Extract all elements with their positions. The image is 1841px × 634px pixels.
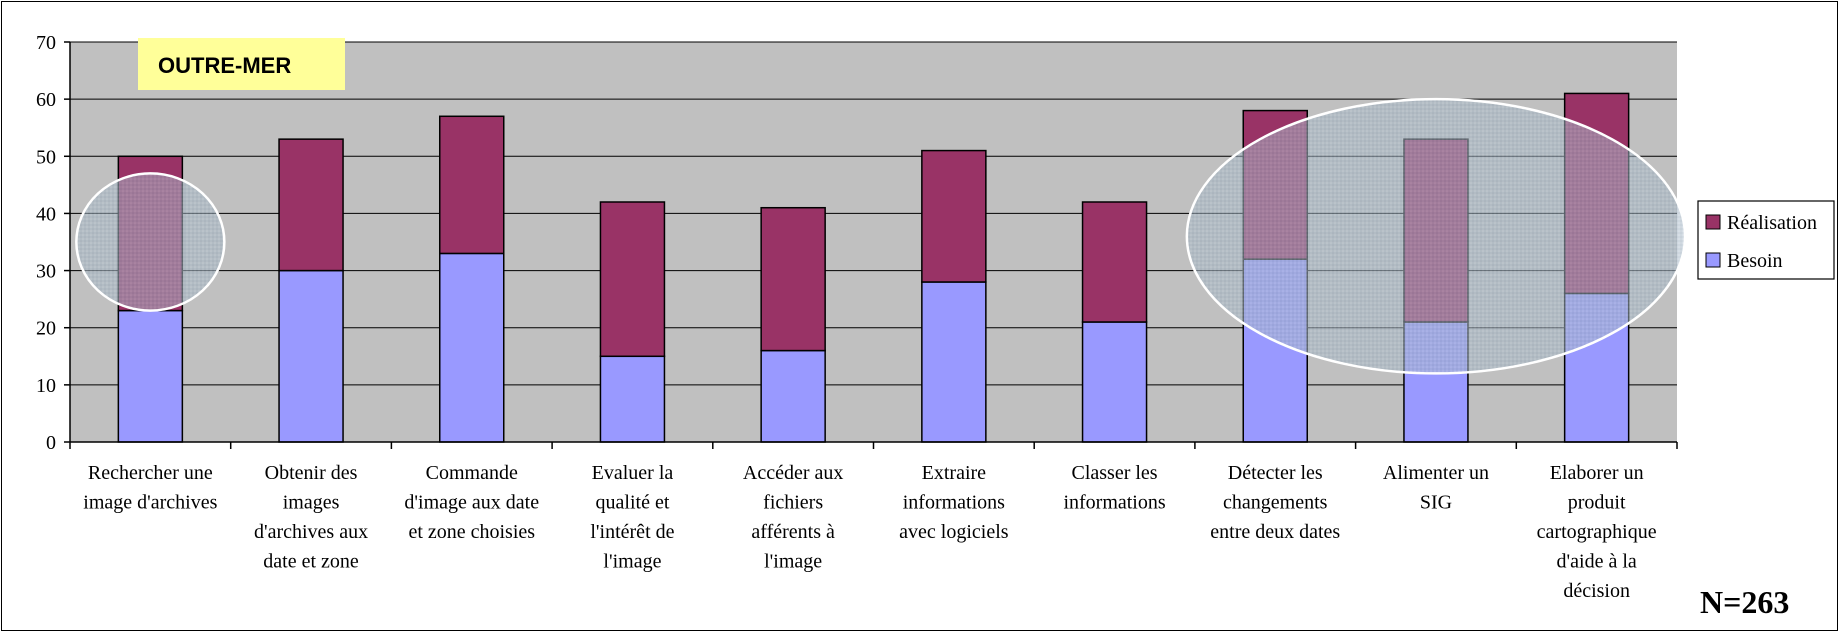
y-tick-label: 40 <box>36 203 56 225</box>
bar-realisation-6 <box>1081 201 1148 323</box>
bar-besoin-1 <box>278 269 344 443</box>
category-label-9: Elaborer un produit cartographique d'aide à… <box>1537 462 1657 602</box>
bar-besoin-5 <box>921 281 987 443</box>
bar-besoin-6 <box>1081 321 1148 443</box>
highlight-ellipse-right <box>1185 97 1687 375</box>
y-tick-label: 30 <box>36 261 56 283</box>
legend-label-0: Réalisation <box>1727 212 1817 234</box>
category-label-2: Commande d'image aux date et zone choisies <box>404 462 539 543</box>
bar-realisation-2 <box>439 115 505 255</box>
y-tick-label: 50 <box>36 146 56 168</box>
bar-besoin-2 <box>439 252 505 443</box>
legend-label-1: Besoin <box>1727 250 1783 272</box>
y-tick-label: 20 <box>36 318 56 340</box>
legend-swatch-1 <box>1705 252 1721 268</box>
category-label-7: Détecter les changements entre deux dates <box>1210 462 1340 543</box>
sample-size-label: N=263 <box>1700 584 1789 620</box>
category-label-3: Evaluer la qualité et l'intérêt de l'image <box>590 462 674 573</box>
bar-besoin-0 <box>117 309 184 443</box>
bar-realisation-5 <box>921 149 987 283</box>
bar-realisation-1 <box>278 138 344 272</box>
category-label-1: Obtenir des images d'archives aux date et z… <box>254 462 368 573</box>
y-tick-label: 10 <box>36 375 56 397</box>
bar-realisation-3 <box>599 201 666 358</box>
y-tick-label: 0 <box>46 432 56 454</box>
category-label-8: Alimenter un SIG <box>1383 462 1489 514</box>
category-label-5: Extraire informations avec logiciels <box>899 462 1009 543</box>
highlight-ellipse-left <box>75 172 226 312</box>
bar-realisation-4 <box>760 206 826 352</box>
bar-besoin-4 <box>760 349 826 443</box>
region-badge-label: OUTRE-MER <box>158 53 291 78</box>
region-badge <box>138 38 345 90</box>
y-tick-label: 60 <box>36 89 56 111</box>
category-label-0: Rechercher une image d'archives <box>83 462 217 514</box>
legend-swatch-0 <box>1705 214 1721 230</box>
legend-box <box>1697 200 1835 280</box>
y-tick-label: 70 <box>36 32 56 54</box>
category-label-6: Classer les informations <box>1063 462 1165 514</box>
bar-besoin-3 <box>599 355 666 443</box>
category-label-4: Accéder aux fichiers afférents à l'image <box>743 462 844 573</box>
